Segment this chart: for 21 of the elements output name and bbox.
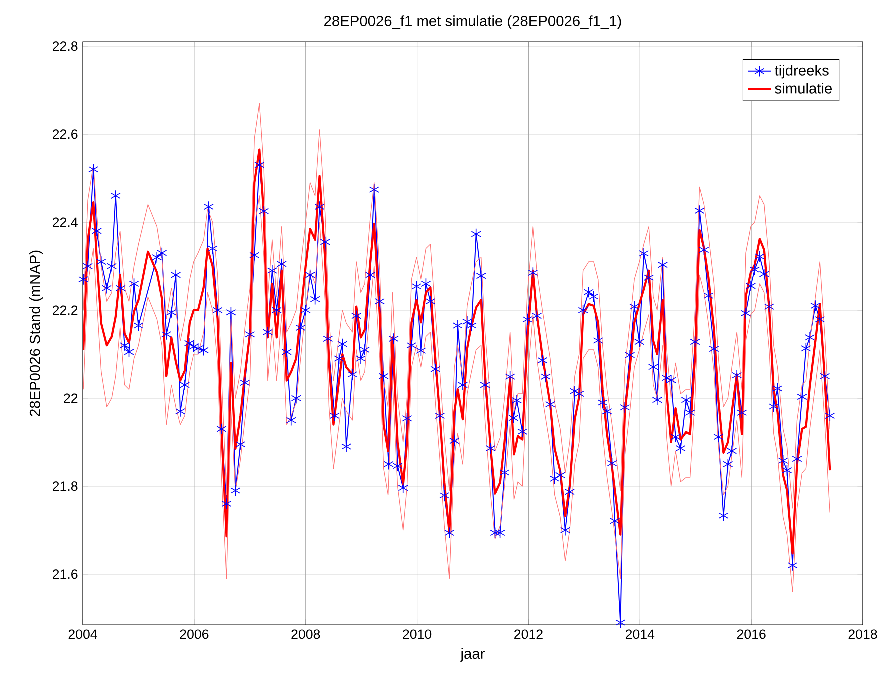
y-tick-label: 22.2 (53, 306, 78, 316)
x-tick-label: 2014 (626, 630, 655, 640)
x-tick-label: 2006 (180, 630, 209, 640)
y-tick-label: 21.8 (53, 482, 78, 492)
x-axis-title: jaar (460, 648, 485, 662)
x-tick-label: 2016 (737, 630, 766, 640)
x-tick-label: 2010 (403, 630, 432, 640)
y-tick-label: 22.6 (53, 130, 78, 140)
y-tick-label: 22.8 (53, 42, 78, 52)
x-tick-label: 2012 (514, 630, 543, 640)
y-tick-label: 22 (64, 394, 78, 404)
x-tick-label: 2008 (292, 630, 320, 640)
x-tick-label: 2018 (848, 630, 878, 640)
x-tick-label: 2004 (68, 630, 98, 640)
y-tick-label: 22.4 (53, 218, 78, 228)
y-tick-label: 21.6 (53, 570, 78, 580)
line-series (83, 148, 832, 555)
legend-label: tijdreeks (775, 65, 829, 79)
y-axis-title: 28EP0026 Stand (mNAP) (30, 250, 44, 416)
chart-title: 28EP0026_f1 met simulatie (28EP0026_f1_1) (324, 16, 622, 30)
legend-label: simulatie (775, 83, 832, 94)
